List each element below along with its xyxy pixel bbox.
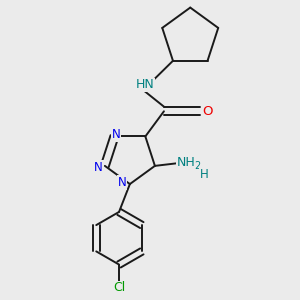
Text: 2: 2 xyxy=(194,161,200,172)
Text: HN: HN xyxy=(136,79,155,92)
Text: NH: NH xyxy=(176,156,195,169)
Text: H: H xyxy=(200,168,209,181)
Text: Cl: Cl xyxy=(113,281,125,294)
Text: O: O xyxy=(202,105,212,118)
Text: N: N xyxy=(112,128,120,141)
Text: N: N xyxy=(94,161,103,174)
Text: N: N xyxy=(118,176,127,189)
